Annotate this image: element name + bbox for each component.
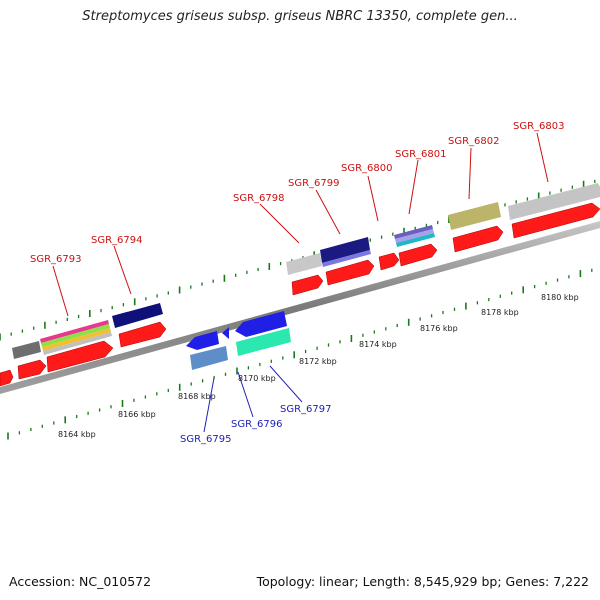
gene-multicolor-block[interactable] <box>40 320 109 343</box>
gene-label[interactable]: SGR_6794 <box>91 235 143 246</box>
tick-label: 8178 kbp <box>481 308 519 317</box>
gene-label[interactable]: SGR_6803 <box>513 121 565 132</box>
map-title: Streptomyces griseus subsp. griseus NBRC… <box>82 9 518 24</box>
gene-steelblue-block[interactable] <box>190 346 228 370</box>
forward-gene-blocks <box>0 183 600 387</box>
gene-label[interactable]: SGR_6797 <box>280 404 332 415</box>
gene-navy-block[interactable] <box>112 303 163 328</box>
gene-lavender-block <box>322 250 371 267</box>
tick-label: 8174 kbp <box>359 340 397 349</box>
forward-gene-labels: SGR_6793 SGR_6794 SGR_6798 SGR_6799 SGR_… <box>30 121 565 265</box>
gene-red-arrow[interactable] <box>398 243 438 267</box>
tick-label: 8176 kbp <box>420 324 458 333</box>
gene-striped-block <box>395 229 434 243</box>
gene-navy-block[interactable] <box>320 237 370 263</box>
gene-striped-block <box>396 233 435 247</box>
gene-red-arrow[interactable] <box>378 252 400 271</box>
gene-red-arrow[interactable] <box>452 225 504 253</box>
gene-red-arrow[interactable] <box>118 321 167 348</box>
gene-red-arrow[interactable] <box>46 340 114 373</box>
gene-label[interactable]: SGR_6795 <box>180 434 232 445</box>
gene-blue-arrow-reverse[interactable] <box>235 311 287 337</box>
gene-red-arrow[interactable] <box>0 369 14 387</box>
accession-text: Accession: NC_010572 <box>9 574 152 589</box>
gene-mint-block[interactable] <box>236 328 291 356</box>
gene-blue-arrow-reverse[interactable] <box>186 331 219 350</box>
gene-label[interactable]: SGR_6801 <box>395 149 447 160</box>
reverse-gene-blocks <box>186 311 291 370</box>
tick-label: 8164 kbp <box>58 430 96 439</box>
gene-grey-block[interactable] <box>12 341 41 359</box>
gene-multicolor-block <box>41 324 110 347</box>
tick-labels: 8164 kbp 8166 kbp 8168 kbp 8170 kbp 8172… <box>58 293 579 439</box>
gene-red-arrow[interactable] <box>325 259 375 286</box>
leader-lines <box>52 132 549 433</box>
gene-label[interactable]: SGR_6798 <box>233 193 285 204</box>
gene-striped-block[interactable] <box>394 225 433 239</box>
gene-red-arrow[interactable] <box>17 359 47 380</box>
summary-text: Topology: linear; Length: 8,545,929 bp; … <box>256 574 589 589</box>
gene-label[interactable]: SGR_6802 <box>448 136 500 147</box>
tick-label: 8168 kbp <box>178 392 216 401</box>
gene-blue-arrow-reverse[interactable] <box>222 327 229 339</box>
gene-olive-block[interactable] <box>448 202 501 230</box>
gene-label[interactable]: SGR_6800 <box>341 163 393 174</box>
gene-red-arrow[interactable] <box>511 202 600 239</box>
tick-label: 8172 kbp <box>299 357 337 366</box>
gene-multicolor-block <box>42 328 111 351</box>
reverse-gene-labels: SGR_6795 SGR_6796 SGR_6797 <box>180 404 332 445</box>
gene-label[interactable]: SGR_6796 <box>231 419 283 430</box>
gene-red-arrow[interactable] <box>291 274 324 296</box>
tick-label: 8180 kbp <box>541 293 579 302</box>
tick-label: 8170 kbp <box>238 374 276 383</box>
gene-lightgrey-block[interactable] <box>286 253 322 275</box>
genome-strand <box>0 221 600 394</box>
tick-label: 8166 kbp <box>118 410 156 419</box>
gene-multicolor-block <box>43 332 112 355</box>
gene-label[interactable]: SGR_6793 <box>30 254 82 265</box>
gene-label[interactable]: SGR_6799 <box>288 178 340 189</box>
gene-silver-block[interactable] <box>508 183 600 220</box>
